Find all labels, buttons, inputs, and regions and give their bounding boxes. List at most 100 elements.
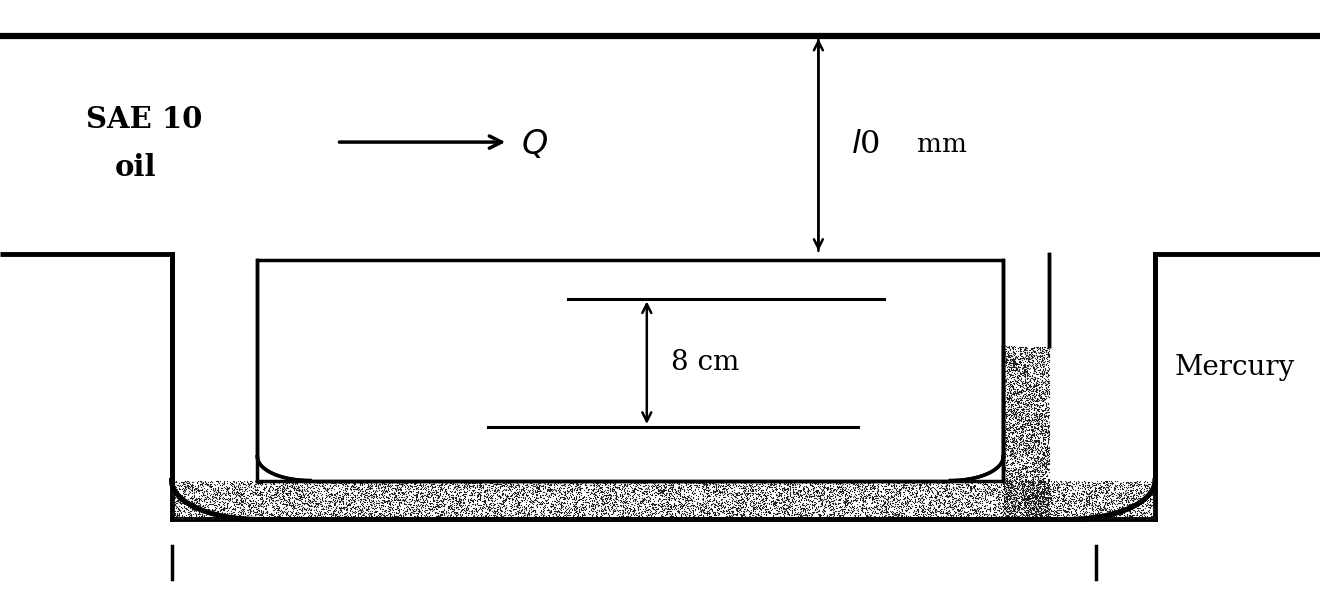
Point xyxy=(730,513,751,522)
Point xyxy=(692,478,713,488)
Point xyxy=(465,496,486,505)
Point xyxy=(1015,439,1036,448)
Point xyxy=(739,500,760,510)
Point xyxy=(1014,369,1035,378)
Point xyxy=(1098,481,1119,491)
Point xyxy=(572,504,593,514)
Point xyxy=(777,501,799,511)
Point xyxy=(561,512,582,522)
Point xyxy=(1038,499,1059,509)
Point xyxy=(576,493,597,502)
Point xyxy=(837,505,858,515)
Point xyxy=(994,451,1015,460)
Point xyxy=(1039,420,1060,429)
Point xyxy=(1014,479,1035,489)
Point xyxy=(615,492,636,501)
Point xyxy=(413,479,434,489)
Point xyxy=(1030,479,1051,489)
Point xyxy=(1065,477,1086,487)
Point xyxy=(1022,504,1043,513)
Point xyxy=(846,476,867,485)
Point xyxy=(656,507,677,517)
Point xyxy=(743,503,764,512)
Point xyxy=(1001,480,1022,490)
Point xyxy=(172,494,193,503)
Point xyxy=(1039,421,1060,431)
Point xyxy=(1007,433,1028,443)
Point xyxy=(282,504,304,513)
Point xyxy=(1135,500,1156,510)
Point xyxy=(392,495,413,504)
Point xyxy=(1011,445,1032,454)
Point xyxy=(265,514,286,524)
Point xyxy=(1039,489,1060,498)
Point xyxy=(442,493,463,502)
Point xyxy=(986,480,1007,490)
Point xyxy=(886,513,907,523)
Point xyxy=(940,502,961,512)
Point xyxy=(1131,481,1152,491)
Point xyxy=(222,478,243,488)
Point xyxy=(1003,511,1024,521)
Point xyxy=(834,500,855,509)
Point xyxy=(915,493,936,502)
Point xyxy=(808,482,829,491)
Point xyxy=(499,476,520,486)
Point xyxy=(944,509,965,519)
Point xyxy=(183,500,205,509)
Point xyxy=(1139,493,1160,502)
Point xyxy=(942,504,964,514)
Point xyxy=(813,476,834,485)
Point xyxy=(1048,506,1069,515)
Point xyxy=(1026,436,1047,445)
Point xyxy=(389,498,411,508)
Point xyxy=(681,500,702,510)
Point xyxy=(230,499,251,509)
Point xyxy=(1127,499,1148,509)
Point xyxy=(909,484,931,493)
Point xyxy=(1071,496,1092,505)
Point xyxy=(1019,477,1040,487)
Point xyxy=(985,512,1006,522)
Point xyxy=(568,510,589,520)
Point xyxy=(997,351,1018,361)
Point xyxy=(960,484,981,494)
Point xyxy=(446,507,467,517)
Point xyxy=(1102,496,1123,505)
Point xyxy=(968,505,989,515)
Point xyxy=(820,480,841,490)
Point xyxy=(185,484,206,493)
Point xyxy=(883,488,904,497)
Point xyxy=(209,479,230,488)
Point xyxy=(550,505,572,515)
Point xyxy=(313,476,334,486)
Point xyxy=(1038,446,1059,456)
Point xyxy=(1131,512,1152,521)
Point xyxy=(1038,421,1059,431)
Point xyxy=(936,482,957,491)
Point xyxy=(310,497,331,507)
Point xyxy=(1007,366,1028,376)
Point xyxy=(578,485,599,495)
Point xyxy=(1012,491,1034,500)
Point xyxy=(1065,514,1086,524)
Point xyxy=(294,498,315,508)
Point xyxy=(1034,477,1055,487)
Point xyxy=(1024,510,1045,520)
Point xyxy=(1107,513,1129,522)
Point xyxy=(634,494,655,504)
Point xyxy=(545,502,566,512)
Point xyxy=(975,488,997,497)
Point xyxy=(255,476,276,485)
Point xyxy=(920,510,941,519)
Point xyxy=(573,493,594,502)
Point xyxy=(655,491,676,500)
Point xyxy=(667,515,688,524)
Point xyxy=(1031,512,1052,522)
Point xyxy=(1003,466,1024,475)
Point xyxy=(1002,447,1023,457)
Point xyxy=(222,513,243,522)
Point xyxy=(919,503,940,512)
Point xyxy=(1131,496,1152,506)
Point xyxy=(259,484,280,494)
